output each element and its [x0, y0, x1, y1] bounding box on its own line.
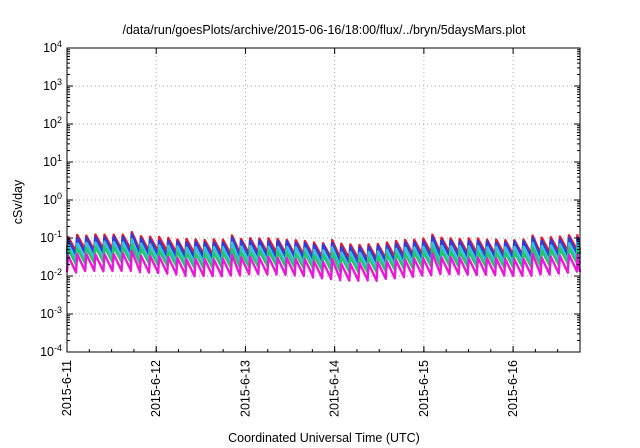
y-tick-exp: 2 [57, 115, 62, 125]
y-axis-label: cSv/day [11, 179, 25, 224]
y-tick-label: 100 [43, 191, 62, 207]
x-axis: 2015-6-11 2015-6-12 2015-6-13 2015-6-14 2015… [60, 48, 581, 417]
y-tick-base: 10 [43, 193, 57, 207]
y-tick-exp: -1 [54, 229, 62, 239]
y-tick-label: 103 [43, 77, 62, 93]
y-tick-label: 102 [43, 115, 62, 131]
y-tick-label: 10-3 [40, 305, 62, 321]
y-tick-base: 10 [43, 79, 57, 93]
y-tick-base: 10 [40, 345, 54, 359]
y-tick-label: 10-2 [40, 267, 62, 283]
x-axis-label: Coordinated Universal Time (UTC) [228, 431, 420, 445]
series-cyan [65, 238, 582, 271]
y-tick-base: 10 [40, 307, 54, 321]
y-tick-base: 10 [43, 117, 57, 131]
grid [67, 48, 580, 352]
y-tick-exp: 3 [57, 77, 62, 87]
y-tick-base: 10 [43, 41, 57, 55]
x-tick-label: 2015-6-11 [60, 360, 74, 416]
y-tick-exp: -2 [54, 267, 62, 277]
y-tick-label: 101 [43, 153, 62, 169]
x-tick-label: 2015-6-15 [417, 360, 431, 417]
y-tick-exp: -4 [54, 343, 62, 353]
y-tick-label: 10-4 [40, 343, 62, 359]
y-tick-base: 10 [43, 155, 57, 169]
x-tick-label: 2015-6-13 [238, 360, 252, 417]
y-tick-base: 10 [40, 231, 54, 245]
y-tick-exp: 4 [57, 39, 62, 49]
series-group [65, 230, 582, 282]
y-tick-exp: 1 [57, 153, 62, 163]
y-tick-label: 104 [43, 39, 62, 55]
x-tick-label: 2015-6-14 [328, 360, 342, 417]
series-magenta [65, 249, 582, 282]
chart-title: /data/run/goesPlots/archive/2015-06-16/1… [122, 23, 526, 37]
x-tick-label: 2015-6-12 [149, 360, 163, 417]
y-tick-exp: 0 [57, 191, 62, 201]
x-tick-label: 2015-6-16 [506, 360, 520, 417]
y-tick-label: 10-1 [40, 229, 62, 245]
y-tick-base: 10 [40, 269, 54, 283]
y-tick-exp: -3 [54, 305, 62, 315]
